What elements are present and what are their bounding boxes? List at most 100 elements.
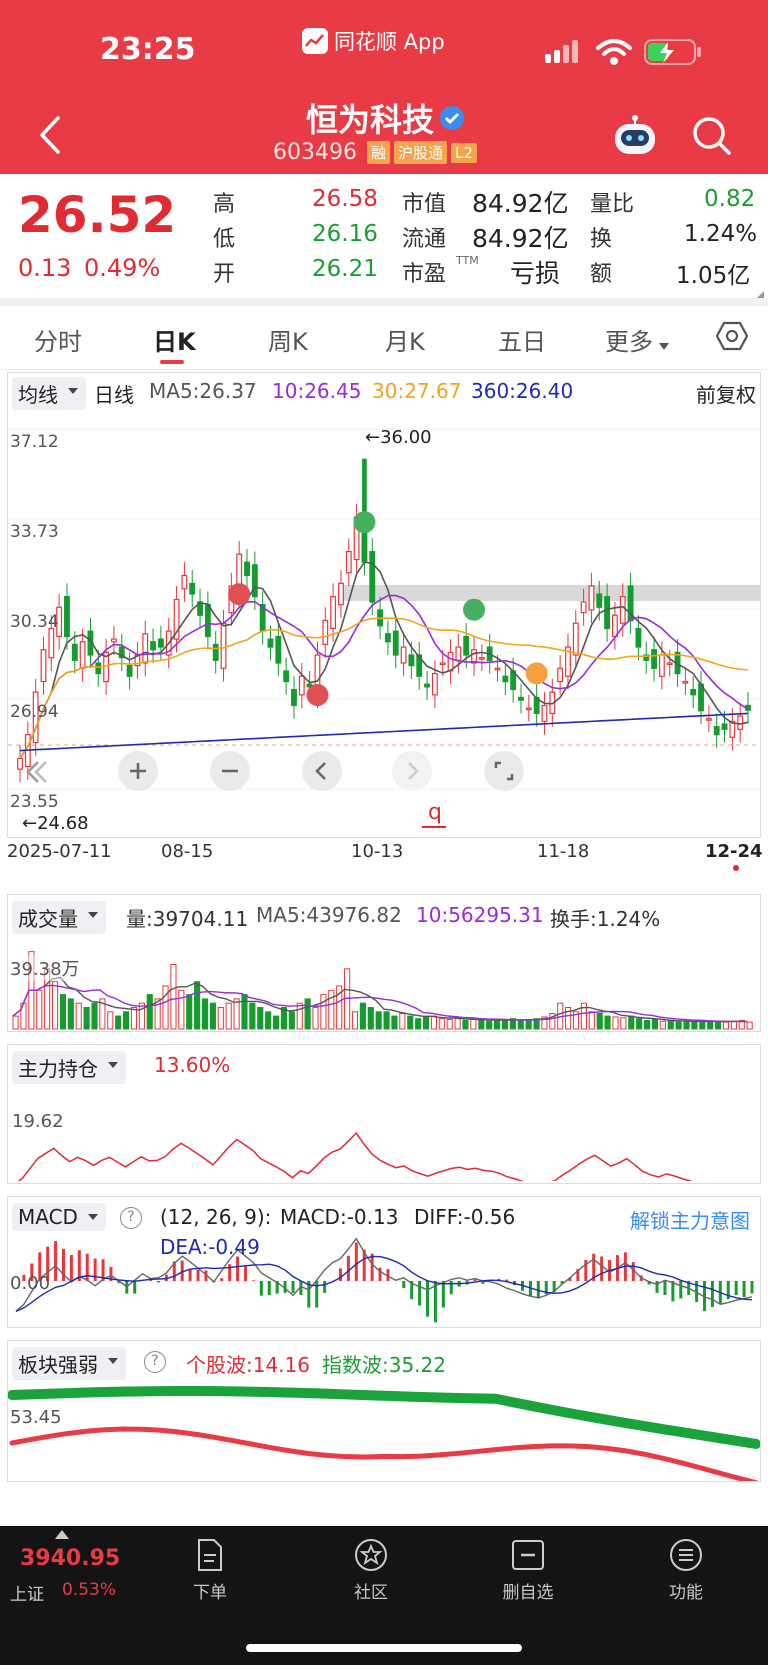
volume-panel: 成交量 量:39704.11 MA5:43976.82 10:56295.31 …: [7, 894, 761, 1032]
pan-left-button[interactable]: [302, 751, 342, 791]
low-label: 低: [213, 227, 236, 252]
home-indicator: [246, 1644, 522, 1652]
marker-q: q: [428, 800, 442, 825]
volume-bar: [186, 994, 193, 1030]
index-name: 上证: [10, 1585, 44, 1605]
volume-bar: [83, 1007, 90, 1030]
turnover-label: 换: [590, 227, 613, 252]
index-wave-value: 指数波:35.22: [322, 1353, 446, 1377]
robot-assistant-icon[interactable]: [612, 114, 658, 156]
expand-corner-icon[interactable]: [754, 286, 764, 301]
volume-bar: [407, 1015, 414, 1030]
volume-bar: [415, 1018, 422, 1030]
index-value[interactable]: 3940.95: [20, 1546, 121, 1571]
volume-value: 量:39704.11: [126, 907, 249, 931]
volume-bar: [454, 1018, 461, 1030]
y-tick-label: 33.73: [10, 522, 59, 542]
unlock-link[interactable]: 解锁主力意图: [630, 1209, 750, 1233]
candle: [32, 691, 39, 744]
volume-bar: [265, 1011, 272, 1030]
sector-selector[interactable]: 板块强弱: [12, 1347, 126, 1380]
index-wave-line: [8, 1386, 760, 1449]
volume-bar: [320, 994, 327, 1030]
tab-monthly-k[interactable]: 月K: [385, 328, 425, 356]
volume-bar: [651, 1019, 659, 1030]
float-label: 流通: [402, 227, 447, 252]
remove-watchlist-button[interactable]: 删自选: [488, 1538, 568, 1603]
community-label: 社区: [354, 1583, 388, 1603]
candle: [439, 662, 446, 666]
candle: [525, 707, 532, 711]
pan-right-button[interactable]: [392, 751, 432, 791]
stock-wave-line: [9, 1426, 758, 1481]
app-name: 同花顺 App: [334, 30, 445, 54]
ma360-line: [19, 712, 749, 752]
volume-selector[interactable]: 成交量: [12, 901, 106, 934]
diff-value: DIFF:-0.56: [414, 1205, 516, 1229]
pe-label: 市盈: [402, 262, 447, 287]
candle: [502, 675, 509, 683]
fullscreen-button[interactable]: [484, 751, 524, 791]
ma-selector[interactable]: 均线: [12, 377, 86, 410]
tab-daily-k[interactable]: 日K: [153, 328, 196, 356]
candle: [721, 723, 728, 730]
candle: [56, 606, 63, 638]
zoom-out-button[interactable]: [210, 751, 250, 791]
help-icon[interactable]: ?: [144, 1351, 166, 1373]
search-button[interactable]: [690, 114, 734, 158]
candle: [126, 665, 133, 677]
macd-selector[interactable]: MACD: [12, 1203, 106, 1231]
volume-bar: [572, 1011, 580, 1030]
volume-bar: [446, 1019, 453, 1030]
tab-weekly-k[interactable]: 周K: [268, 328, 308, 356]
adjust-mode[interactable]: 前复权: [696, 383, 756, 407]
candle: [275, 635, 282, 664]
today-dot: [733, 865, 739, 871]
high-value: 26.58: [312, 186, 378, 212]
volume-bar: [162, 985, 169, 1030]
remove-watchlist-icon: [512, 1540, 544, 1570]
sector-chart: [8, 1386, 760, 1481]
volume-bar: [288, 1011, 295, 1030]
dea-value: DEA:-0.49: [160, 1235, 260, 1259]
volume-bar: [351, 1011, 359, 1030]
candle: [212, 643, 219, 661]
volume-bar: [667, 1019, 674, 1030]
candle: [40, 649, 47, 683]
chevron-down-icon: [108, 1358, 118, 1364]
candle: [251, 564, 258, 598]
scroll-left-button[interactable]: [16, 753, 54, 791]
candle: [565, 646, 571, 677]
volratio-label: 量比: [590, 192, 635, 217]
zoom-in-button[interactable]: [118, 751, 158, 791]
community-button[interactable]: 社区: [331, 1538, 411, 1603]
order-button[interactable]: 下单: [170, 1538, 250, 1603]
volume-bar: [67, 998, 74, 1030]
help-icon[interactable]: ?: [120, 1207, 142, 1229]
buy-signal: [306, 684, 329, 707]
main-position-selector[interactable]: 主力持仓: [12, 1051, 126, 1084]
y-tick-label: 23.55: [10, 792, 59, 812]
index-up-arrow-icon: [55, 1530, 69, 1539]
candle: [431, 672, 438, 696]
tab-more[interactable]: 更多: [605, 328, 653, 356]
volume-bar: [12, 1015, 19, 1030]
badge-margin: 融: [366, 141, 390, 164]
macd-label: MACD: [18, 1205, 78, 1229]
resistance-band: [338, 585, 760, 601]
order-icon: [198, 1539, 222, 1571]
functions-button[interactable]: 功能: [646, 1538, 726, 1603]
candle: [471, 649, 477, 664]
volume-bar: [312, 1007, 319, 1030]
settings-hexagon-icon[interactable]: [715, 320, 749, 352]
tab-five-day[interactable]: 五日: [498, 328, 546, 356]
tab-intraday[interactable]: 分时: [34, 328, 82, 356]
candle: [330, 596, 337, 630]
candle: [478, 657, 485, 660]
volume-bar: [738, 1019, 745, 1030]
back-button[interactable]: [30, 110, 70, 160]
candle: [643, 654, 650, 661]
amount-value: 1.05亿: [676, 263, 751, 289]
volume-bar: [99, 998, 106, 1030]
